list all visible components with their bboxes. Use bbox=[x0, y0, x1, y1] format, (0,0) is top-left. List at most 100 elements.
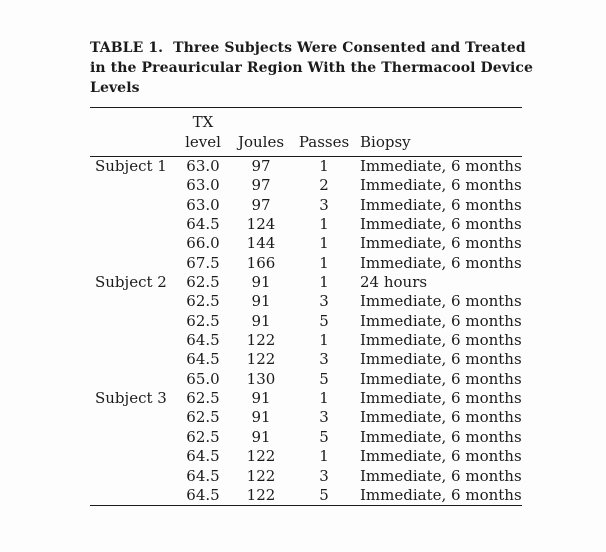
cell-biopsy: Immediate, 6 months bbox=[360, 311, 522, 330]
cell-passes: 3 bbox=[319, 466, 329, 485]
cell-subject bbox=[90, 331, 176, 350]
column-header-subject bbox=[90, 107, 176, 157]
cell-biopsy: Immediate, 6 months bbox=[360, 485, 522, 504]
cell-subject bbox=[90, 486, 176, 506]
cell-subject bbox=[90, 447, 176, 466]
table-row: 63.0 97 2 Immediate, 6 months bbox=[90, 176, 522, 195]
cell-passes: 1 bbox=[319, 157, 329, 175]
cell-passes: 5 bbox=[319, 311, 329, 330]
cell-joules: 91 bbox=[251, 292, 271, 311]
cell-joules: 166 bbox=[246, 253, 276, 272]
cell-biopsy: Immediate, 6 months bbox=[360, 466, 522, 485]
cell-passes: 3 bbox=[319, 292, 329, 311]
cell-biopsy: Immediate, 6 months bbox=[360, 253, 522, 272]
cell-subject bbox=[90, 408, 176, 427]
table-row: 64.5 122 1 Immediate, 6 months bbox=[90, 331, 522, 350]
cell-joules: 97 bbox=[251, 157, 271, 175]
cell-passes: 1 bbox=[319, 389, 329, 408]
cell-joules: 124 bbox=[246, 215, 276, 234]
cell-joules: 97 bbox=[251, 176, 271, 195]
cell-tx: 63.0 bbox=[186, 157, 220, 175]
cell-tx: 62.5 bbox=[186, 273, 220, 292]
table-row: 62.5 91 3 Immediate, 6 months bbox=[90, 408, 522, 427]
cell-biopsy: Immediate, 6 months bbox=[360, 157, 522, 175]
table-row: 62.5 91 5 Immediate, 6 months bbox=[90, 428, 522, 447]
table-body: Subject 1 63.0 97 1 Immediate, 6 months 63.0 9… bbox=[90, 157, 522, 506]
table-row: 64.5 122 3 Immediate, 6 months bbox=[90, 467, 522, 486]
cell-tx: 64.5 bbox=[186, 485, 220, 504]
cell-tx: 67.5 bbox=[186, 253, 220, 272]
cell-biopsy: Immediate, 6 months bbox=[360, 447, 522, 466]
cell-tx: 64.5 bbox=[186, 447, 220, 466]
cell-subject bbox=[90, 350, 176, 369]
cell-biopsy: Immediate, 6 months bbox=[360, 350, 522, 369]
cell-tx: 62.5 bbox=[186, 292, 220, 311]
cell-tx: 64.5 bbox=[186, 215, 220, 234]
cell-joules: 130 bbox=[246, 369, 276, 388]
cell-tx: 62.5 bbox=[186, 311, 220, 330]
cell-tx: 63.0 bbox=[186, 176, 220, 195]
cell-subject bbox=[90, 234, 176, 253]
table-row: 67.5 166 1 Immediate, 6 months bbox=[90, 254, 522, 273]
cell-tx: 64.5 bbox=[186, 350, 220, 369]
table-row: 64.5 122 5 Immediate, 6 months bbox=[90, 486, 522, 506]
table-row: Subject 3 62.5 91 1 Immediate, 6 months bbox=[90, 389, 522, 408]
cell-passes: 5 bbox=[319, 485, 329, 504]
table-row: 66.0 144 1 Immediate, 6 months bbox=[90, 234, 522, 253]
cell-subject bbox=[90, 467, 176, 486]
cell-passes: 3 bbox=[319, 195, 329, 214]
cell-joules: 91 bbox=[251, 273, 271, 292]
cell-subject bbox=[90, 196, 176, 215]
cell-joules: 122 bbox=[246, 485, 276, 504]
table-row: 64.5 122 1 Immediate, 6 months bbox=[90, 447, 522, 466]
table-row: 62.5 91 3 Immediate, 6 months bbox=[90, 292, 522, 311]
column-header-joules: Joules bbox=[230, 107, 292, 157]
table-row: Subject 1 63.0 97 1 Immediate, 6 months bbox=[90, 157, 522, 177]
cell-subject bbox=[90, 292, 176, 311]
cell-biopsy: Immediate, 6 months bbox=[360, 195, 522, 214]
cell-passes: 1 bbox=[319, 447, 329, 466]
cell-joules: 122 bbox=[246, 447, 276, 466]
cell-passes: 3 bbox=[319, 408, 329, 427]
cell-tx: 62.5 bbox=[186, 427, 220, 446]
table-row: 63.0 97 3 Immediate, 6 months bbox=[90, 196, 522, 215]
cell-biopsy: Immediate, 6 months bbox=[360, 369, 522, 388]
column-header-tx: TX level bbox=[176, 107, 230, 157]
cell-tx: 66.0 bbox=[186, 234, 220, 253]
cell-joules: 91 bbox=[251, 408, 271, 427]
cell-subject: Subject 1 bbox=[95, 157, 167, 175]
table-block: TABLE 1. Three Subjects Were Consented a… bbox=[90, 38, 534, 507]
table-caption-line-2: in the Preauricular Region With the Ther… bbox=[90, 60, 534, 76]
table-row: 64.5 124 1 Immediate, 6 months bbox=[90, 215, 522, 234]
cell-passes: 3 bbox=[319, 350, 329, 369]
cell-biopsy: Immediate, 6 months bbox=[360, 427, 522, 446]
cell-tx: 63.0 bbox=[186, 195, 220, 214]
table-row: 64.5 122 3 Immediate, 6 months bbox=[90, 350, 522, 369]
cell-joules: 91 bbox=[251, 311, 271, 330]
cell-joules: 122 bbox=[246, 331, 276, 350]
column-header-passes: Passes bbox=[292, 107, 356, 157]
cell-subject bbox=[90, 370, 176, 389]
cell-biopsy: Immediate, 6 months bbox=[360, 215, 522, 234]
table-header: TX level Joules Passes Biopsy bbox=[90, 107, 522, 157]
cell-passes: 5 bbox=[319, 427, 329, 446]
cell-tx: 62.5 bbox=[186, 389, 220, 408]
table-row: 62.5 91 5 Immediate, 6 months bbox=[90, 312, 522, 331]
table-row: 65.0 130 5 Immediate, 6 months bbox=[90, 370, 522, 389]
cell-biopsy: Immediate, 6 months bbox=[360, 292, 522, 311]
table-caption-line-1: TABLE 1. Three Subjects Were Consented a… bbox=[90, 40, 526, 56]
column-header-biopsy: Biopsy bbox=[356, 107, 522, 157]
cell-subject bbox=[90, 254, 176, 273]
cell-joules: 91 bbox=[251, 427, 271, 446]
cell-joules: 122 bbox=[246, 350, 276, 369]
cell-tx: 64.5 bbox=[186, 466, 220, 485]
cell-subject bbox=[90, 312, 176, 331]
cell-biopsy: Immediate, 6 months bbox=[360, 408, 522, 427]
cell-subject bbox=[90, 176, 176, 195]
cell-passes: 5 bbox=[319, 369, 329, 388]
cell-joules: 91 bbox=[251, 389, 271, 408]
table-header-row: TX level Joules Passes Biopsy bbox=[90, 107, 522, 157]
cell-passes: 1 bbox=[319, 215, 329, 234]
cell-tx: 64.5 bbox=[186, 331, 220, 350]
